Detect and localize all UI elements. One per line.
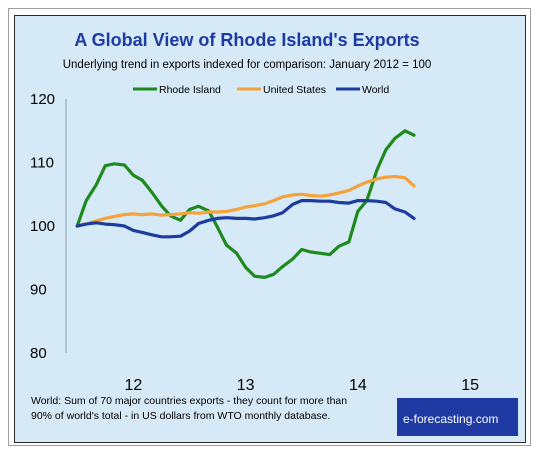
series-line-rhode-island [75, 129, 416, 279]
x-tick-label-14: 14 [349, 377, 367, 394]
chart-subtitle: Underlying trend in exports indexed for … [63, 59, 432, 71]
brand-label[interactable]: e-forecasting.com [403, 412, 498, 426]
footnote-line-2: 90% of world's total - in US dollars fro… [31, 410, 330, 422]
y-tick-label-110: 110 [30, 155, 54, 172]
x-tick-labels: 12 13 14 15 [124, 377, 479, 394]
y-tick-labels: 80 90 100 110 120 [30, 91, 55, 362]
chart-legend: Rhode Island United States World [133, 84, 389, 96]
x-tick-label-12: 12 [124, 377, 142, 394]
chart-title: A Global View of Rhode Island's Exports [74, 30, 419, 50]
y-tick-label-90: 90 [30, 282, 47, 299]
legend-label-world: World [362, 84, 389, 96]
legend-label-united-states: United States [263, 84, 326, 96]
series-line-world [75, 199, 416, 239]
x-tick-label-15: 15 [461, 377, 479, 394]
legend-label-rhode-island: Rhode Island [159, 84, 221, 96]
chart-frame: A Global View of Rhode Island's Exports … [8, 8, 531, 446]
y-tick-label-80: 80 [30, 345, 47, 362]
brand-badge [397, 398, 518, 436]
footnote-line-1: World: Sum of 70 major countries exports… [31, 395, 347, 407]
y-tick-label-120: 120 [30, 91, 55, 108]
x-tick-label-13: 13 [237, 377, 255, 394]
chart-svg: A Global View of Rhode Island's Exports … [30, 30, 518, 436]
chart-panel: A Global View of Rhode Island's Exports … [14, 15, 526, 443]
series-line-united-states [75, 174, 416, 228]
y-tick-label-100: 100 [30, 218, 55, 235]
series-lines [75, 129, 416, 279]
plot-area: 80 90 100 110 120 12 13 14 15 [30, 91, 479, 394]
